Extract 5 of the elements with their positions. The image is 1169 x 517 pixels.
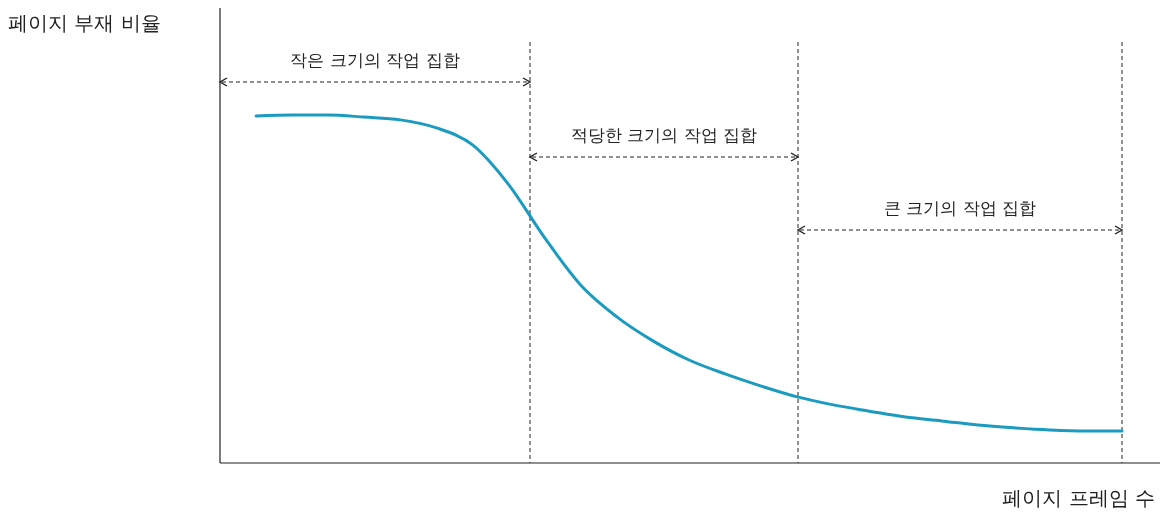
x-axis-title: 페이지 프레임 수 xyxy=(1002,486,1155,510)
annotation: 큰 크기의 작업 집합 xyxy=(883,198,1037,218)
annotation: 적당한 크기의 작업 집합 xyxy=(570,125,758,145)
text: 작은 크기의 작업 집합 xyxy=(290,50,460,70)
y-axis-title: 페이지 부재 비율 xyxy=(8,11,161,35)
